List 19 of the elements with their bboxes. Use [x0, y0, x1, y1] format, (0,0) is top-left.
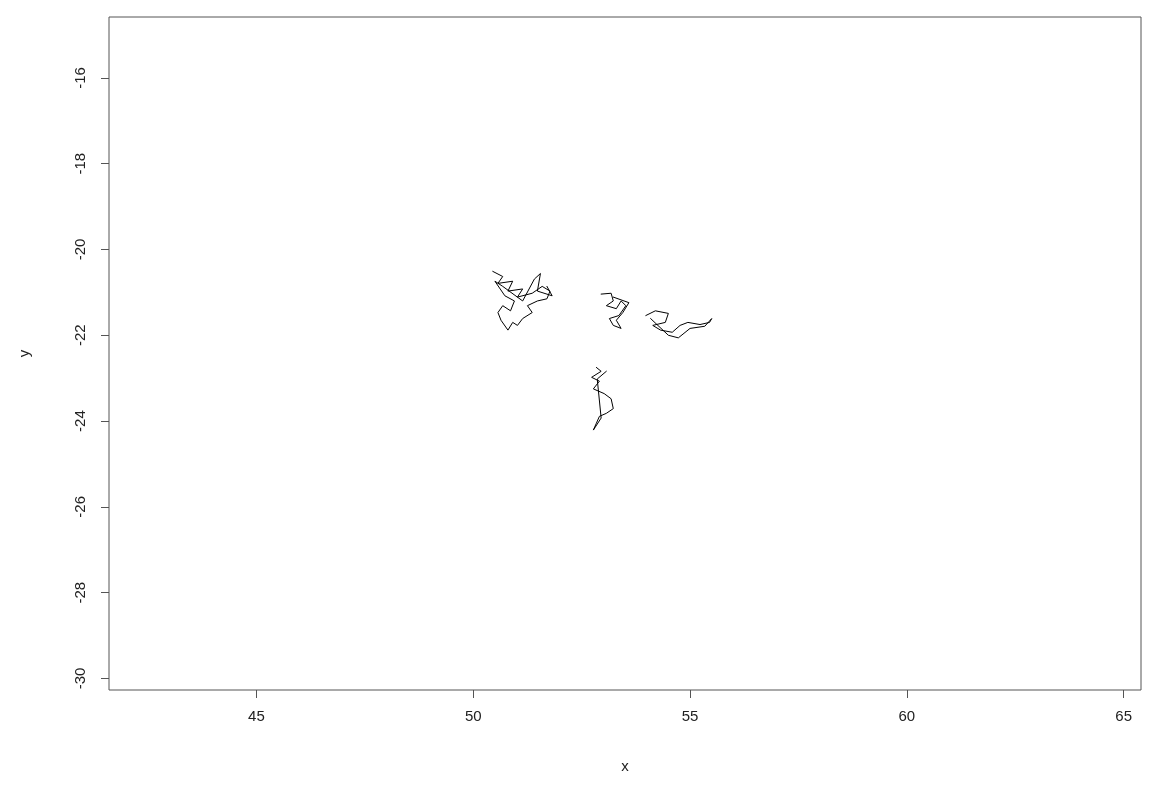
- x-tick-label: 45: [248, 707, 265, 724]
- line-series: [492, 270, 553, 331]
- y-tick-label: -16: [71, 67, 88, 89]
- y-tick-label: -20: [71, 238, 88, 261]
- line-series: [645, 310, 713, 339]
- x-axis-title: x: [621, 757, 630, 774]
- x-tick-label: 60: [898, 707, 916, 724]
- y-axis-title: y: [15, 349, 32, 358]
- x-tick-label: 50: [464, 707, 482, 724]
- y-tick-label: -26: [71, 496, 88, 518]
- y-tick-label: -18: [71, 152, 88, 175]
- x-tick-label: 65: [1115, 707, 1132, 724]
- line-series: [591, 366, 614, 431]
- line-series: [600, 292, 630, 329]
- y-tick-label: -30: [71, 667, 88, 690]
- x-tick-label: 55: [681, 707, 699, 724]
- y-tick-label: -28: [71, 581, 88, 604]
- y-tick-label: -22: [71, 324, 88, 347]
- y-tick-label: -24: [71, 410, 88, 432]
